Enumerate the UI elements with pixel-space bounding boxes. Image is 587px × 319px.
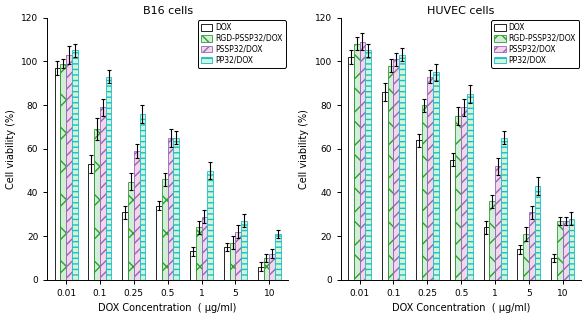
- Bar: [241, 221, 247, 280]
- Bar: [269, 254, 275, 280]
- Bar: [433, 72, 439, 280]
- Bar: [421, 105, 427, 280]
- Title: B16 cells: B16 cells: [143, 5, 193, 16]
- Title: HUVEC cells: HUVEC cells: [427, 5, 495, 16]
- Bar: [535, 186, 541, 280]
- Legend: DOX, RGD-PSSP32/DOX, PSSP32/DOX, PP32/DOX: DOX, RGD-PSSP32/DOX, PSSP32/DOX, PP32/DO…: [198, 20, 286, 68]
- Bar: [100, 107, 106, 280]
- Bar: [354, 44, 359, 280]
- Legend: DOX, RGD-PSSP32/DOX, PSSP32/DOX, PP32/DOX: DOX, RGD-PSSP32/DOX, PSSP32/DOX, PP32/DO…: [491, 20, 579, 68]
- Bar: [106, 77, 112, 280]
- Y-axis label: Cell viability (%): Cell viability (%): [5, 109, 16, 189]
- Bar: [275, 234, 281, 280]
- Bar: [224, 247, 230, 280]
- Bar: [201, 217, 207, 280]
- Bar: [495, 166, 501, 280]
- Bar: [156, 205, 162, 280]
- Bar: [484, 227, 490, 280]
- Bar: [382, 92, 387, 280]
- Bar: [399, 55, 405, 280]
- Bar: [173, 138, 179, 280]
- Bar: [72, 50, 77, 280]
- Bar: [196, 227, 201, 280]
- Bar: [416, 140, 421, 280]
- Bar: [501, 138, 507, 280]
- Bar: [66, 55, 72, 280]
- Bar: [427, 77, 433, 280]
- Bar: [94, 129, 100, 280]
- Bar: [569, 219, 574, 280]
- Bar: [258, 267, 264, 280]
- Bar: [134, 151, 140, 280]
- Bar: [162, 179, 168, 280]
- Bar: [456, 116, 461, 280]
- X-axis label: DOX Concentration  ( μg/ml): DOX Concentration ( μg/ml): [99, 303, 237, 314]
- X-axis label: DOX Concentration  ( μg/ml): DOX Concentration ( μg/ml): [392, 303, 530, 314]
- Bar: [517, 249, 523, 280]
- Bar: [523, 234, 529, 280]
- Bar: [563, 221, 569, 280]
- Bar: [235, 232, 241, 280]
- Bar: [490, 201, 495, 280]
- Bar: [140, 114, 146, 280]
- Bar: [122, 212, 128, 280]
- Bar: [461, 107, 467, 280]
- Bar: [230, 243, 235, 280]
- Bar: [529, 212, 535, 280]
- Bar: [55, 68, 60, 280]
- Bar: [387, 66, 393, 280]
- Bar: [365, 50, 371, 280]
- Y-axis label: Cell viability (%): Cell viability (%): [299, 109, 309, 189]
- Bar: [557, 221, 563, 280]
- Bar: [89, 164, 94, 280]
- Bar: [359, 42, 365, 280]
- Bar: [190, 251, 196, 280]
- Bar: [207, 171, 213, 280]
- Bar: [551, 258, 557, 280]
- Bar: [450, 160, 456, 280]
- Bar: [168, 138, 173, 280]
- Bar: [348, 57, 354, 280]
- Bar: [60, 63, 66, 280]
- Bar: [264, 258, 269, 280]
- Bar: [128, 182, 134, 280]
- Bar: [393, 59, 399, 280]
- Bar: [467, 94, 473, 280]
